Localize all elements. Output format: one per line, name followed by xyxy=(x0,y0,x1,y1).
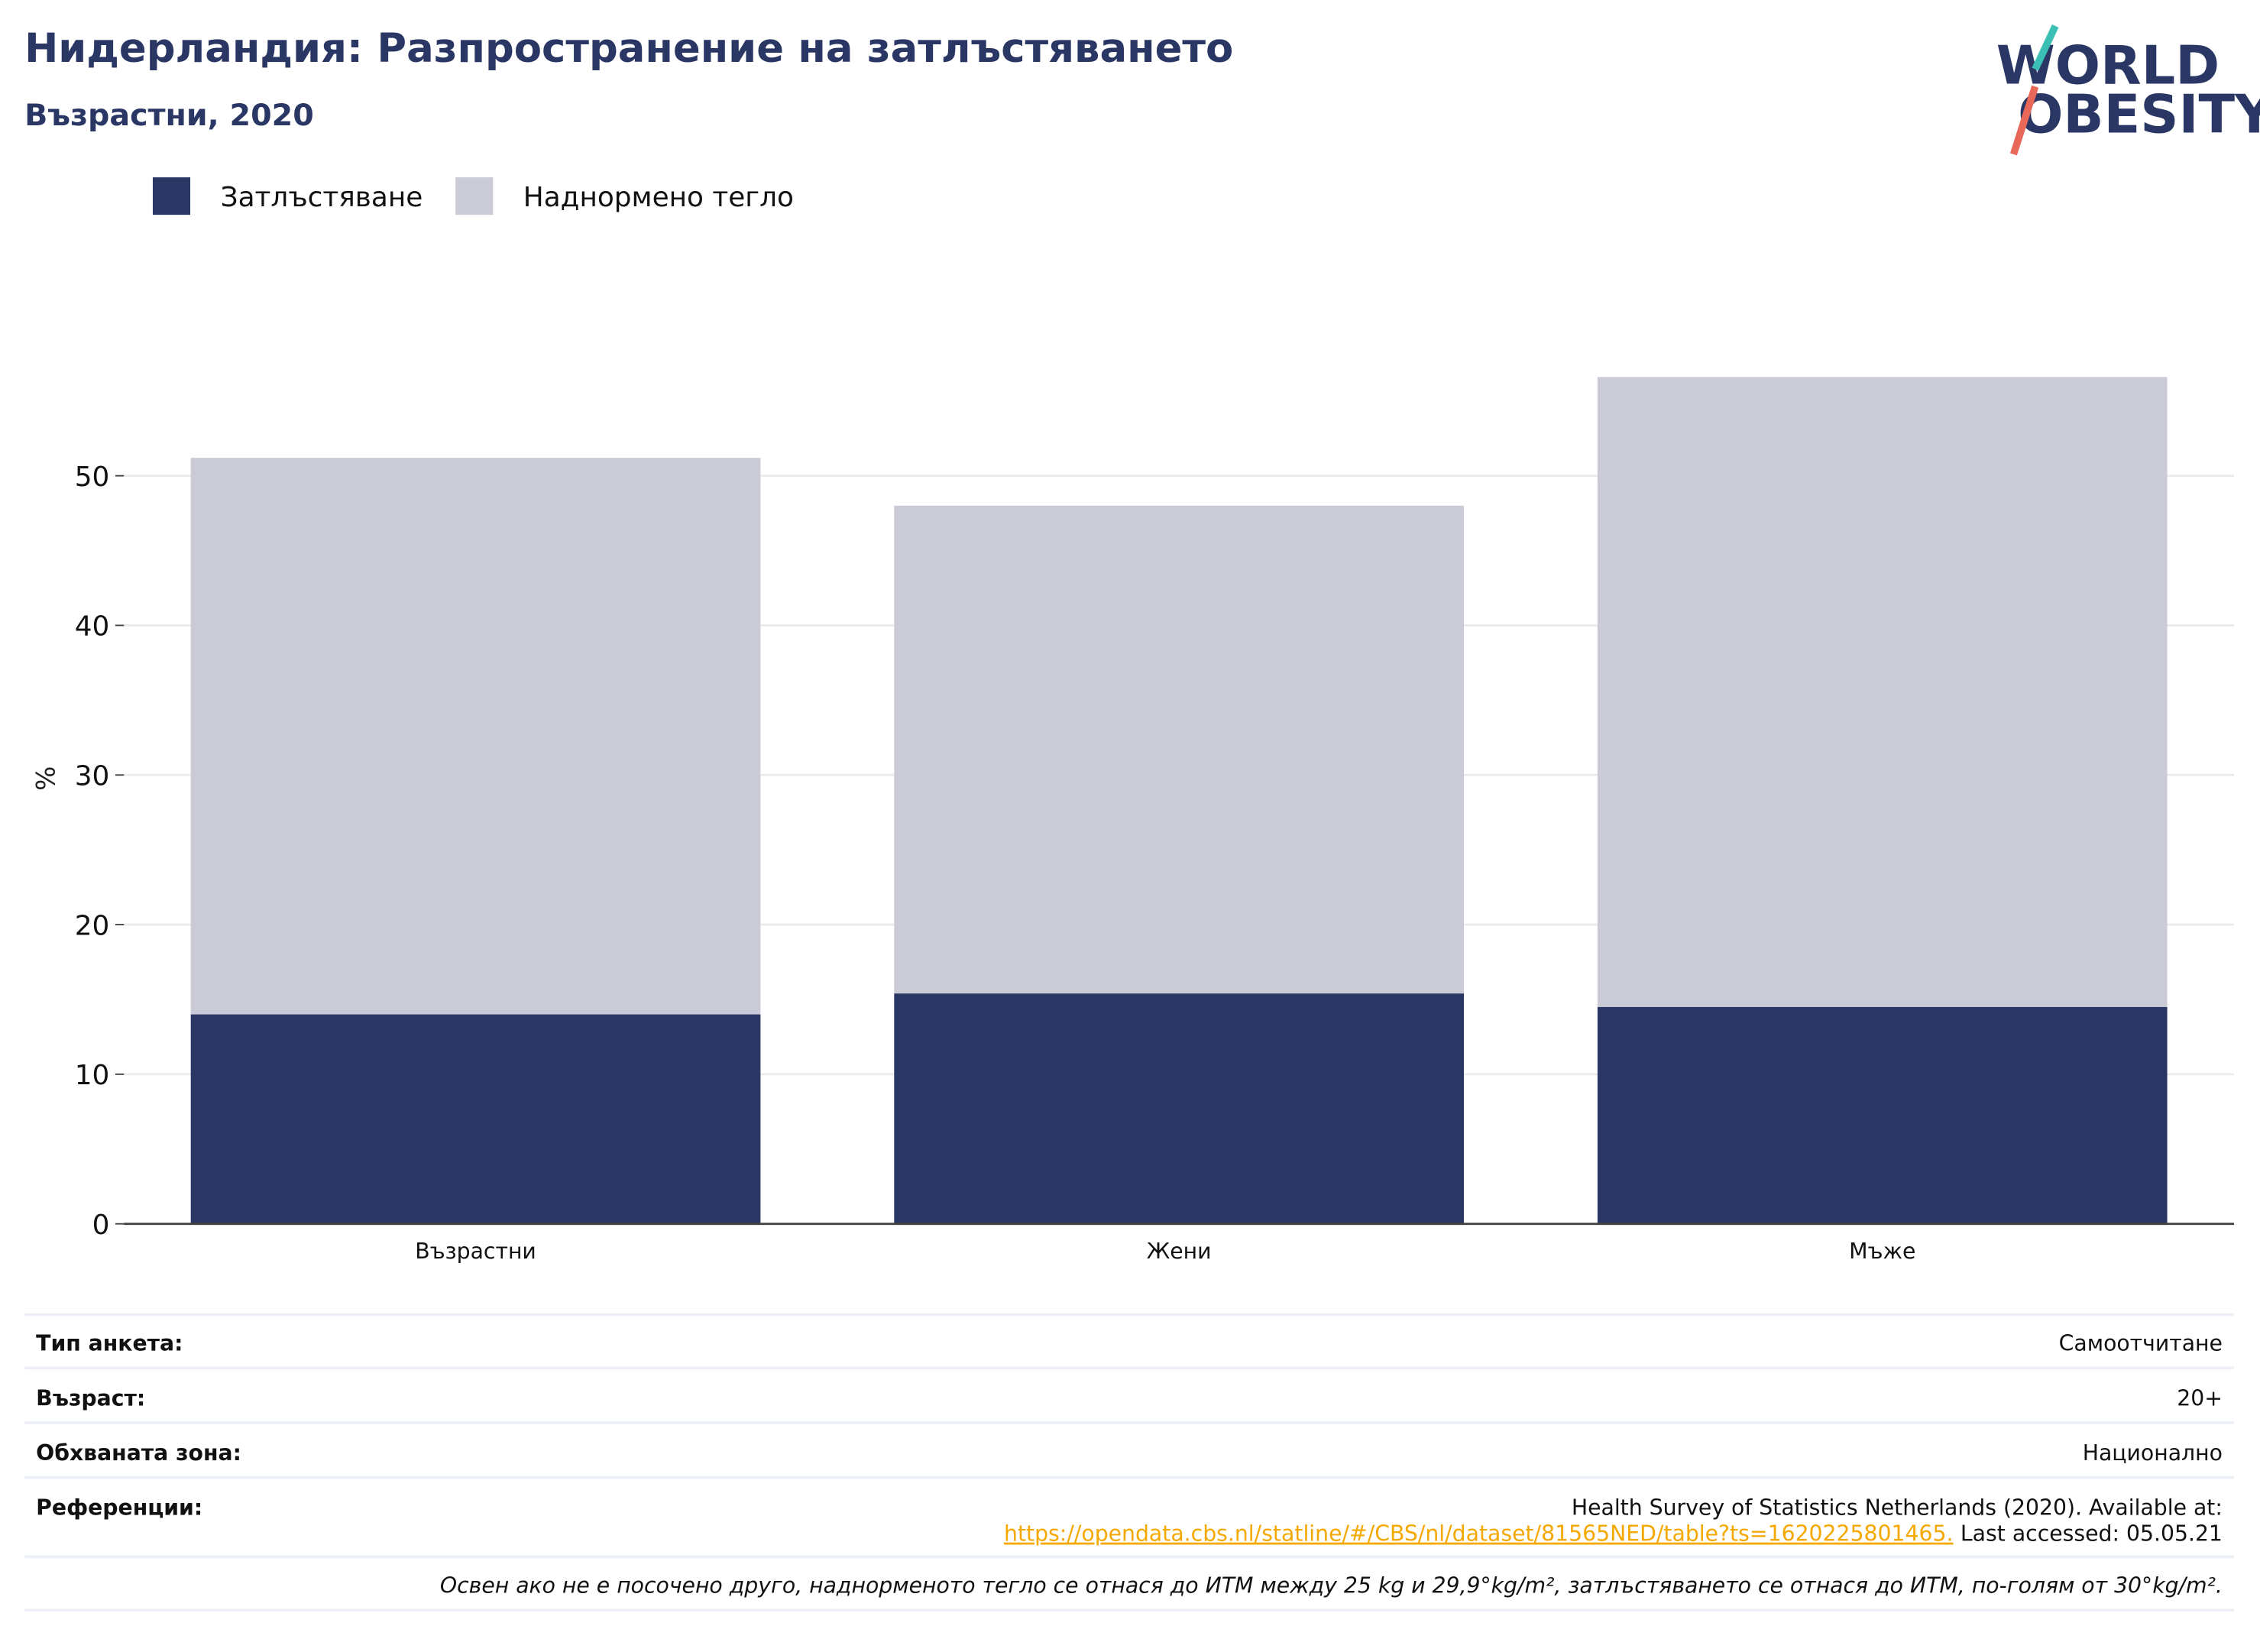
y-tick-label: 40 xyxy=(75,611,110,643)
bar-segment xyxy=(1597,377,2168,1007)
table-value: 20+ xyxy=(2177,1385,2223,1411)
x-tick-label: Мъже xyxy=(1849,1239,1915,1264)
chart-title: Нидерландия: Разпространение на затлъстя… xyxy=(24,25,1233,72)
footnote: Освен ако не е посочено друго, наднормен… xyxy=(440,1573,2223,1599)
y-tick-label: 50 xyxy=(75,462,110,493)
bar-segment xyxy=(1597,1006,2168,1224)
legend-swatch xyxy=(152,177,191,215)
legend-swatch xyxy=(455,177,494,215)
table-label: Обхваната зона: xyxy=(36,1440,241,1466)
table-label: Тип анкета: xyxy=(36,1331,183,1356)
logo-slash xyxy=(2032,24,2059,71)
logo-slash xyxy=(2009,85,2039,156)
table-label: Възраст: xyxy=(36,1385,145,1411)
bar-segment xyxy=(190,458,761,1015)
table-value: Национално xyxy=(2083,1440,2223,1466)
table-value: Самоотчитане xyxy=(2059,1331,2223,1356)
y-tick-label: 30 xyxy=(75,760,110,792)
logo-text: OBESITY xyxy=(2018,84,2260,146)
y-tick-label: 10 xyxy=(75,1060,110,1091)
table-label: Референции: xyxy=(36,1495,202,1521)
reference-link[interactable]: https://opendata.cbs.nl/statline/#/CBS/n… xyxy=(1004,1521,1953,1547)
y-tick-label: 20 xyxy=(75,910,110,941)
reference-accessed: Last accessed: 05.05.21 xyxy=(1961,1521,2223,1547)
x-tick-label: Жени xyxy=(1147,1239,1212,1264)
x-tick-label: Възрастни xyxy=(415,1239,536,1264)
legend-label: Наднормено тегло xyxy=(523,182,794,213)
y-axis-label: % xyxy=(31,766,62,791)
bar-segment xyxy=(190,1014,761,1224)
y-tick-label: 0 xyxy=(92,1210,110,1241)
logo: WORLD OBESITY xyxy=(1996,24,2260,156)
reference-text: Health Survey of Statistics Netherlands … xyxy=(1572,1495,2223,1521)
bar-segment xyxy=(894,993,1464,1224)
chart-subtitle: Възрастни, 2020 xyxy=(24,98,314,133)
bar-segment xyxy=(894,505,1464,994)
legend-label: Затлъстяване xyxy=(221,182,423,213)
reference-line: https://opendata.cbs.nl/statline/#/CBS/n… xyxy=(1004,1521,2223,1547)
